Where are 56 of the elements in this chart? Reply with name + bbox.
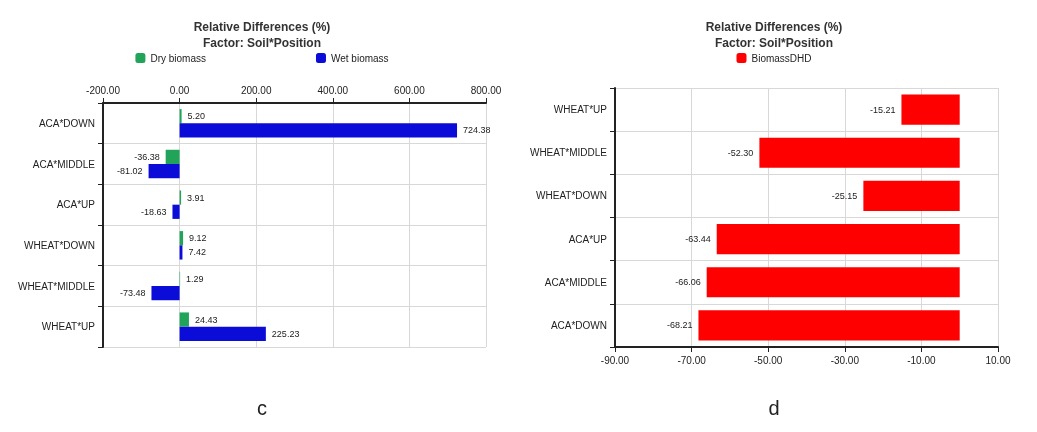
- data-label: 5.20: [187, 111, 206, 122]
- bar: [148, 164, 180, 179]
- x2-tick-label: 400.00: [317, 84, 349, 96]
- bar: [179, 326, 266, 341]
- bar: [179, 312, 189, 327]
- data-label: -73.48: [119, 288, 146, 299]
- chart-title: Relative Differences (%) Factor: Soil*Position: [705, 20, 843, 50]
- data-label: 9.12: [189, 233, 207, 244]
- data-label: -81.02: [117, 166, 143, 177]
- y-tick-label: WHEAT*UP: [41, 321, 96, 333]
- data-label: -63.44: [685, 234, 711, 245]
- data-label: 3.91: [187, 192, 205, 203]
- data-label: -52.30: [727, 147, 754, 158]
- data-label: -25.15: [831, 190, 858, 201]
- x-tick-label: -30.00: [830, 354, 860, 366]
- x-tick-label: -90.00: [600, 354, 630, 366]
- bar: [172, 204, 180, 219]
- bar: [151, 286, 180, 301]
- data-label: -36.38: [134, 151, 160, 162]
- x2-tick-label: -200.00: [86, 84, 121, 96]
- y-tick-label: ACA*DOWN: [550, 319, 607, 331]
- text: c: [257, 397, 267, 419]
- data-label: -15.21: [869, 104, 896, 115]
- y-tick-label: WHEAT*MIDDLE: [529, 147, 608, 159]
- legend-label: BiomassDHD: [751, 52, 812, 64]
- legend-label: Dry biomass: [150, 52, 206, 64]
- y-tick-label: ACA*UP: [568, 233, 608, 245]
- bar: [179, 123, 458, 138]
- y-tick-label: WHEAT*UP: [553, 104, 608, 116]
- y-tick-label: ACA*DOWN: [38, 117, 95, 129]
- x2-tick-label: 800.00: [470, 84, 502, 96]
- data-label: 225.23: [271, 328, 300, 339]
- data-label: 7.42: [188, 247, 206, 258]
- data-label: 24.43: [194, 314, 218, 325]
- y-tick-label: WHEAT*DOWN: [536, 190, 607, 202]
- text: d: [768, 397, 780, 419]
- bar: [165, 149, 180, 164]
- y-tick-label: WHEAT*MIDDLE: [17, 280, 96, 292]
- y-tick-label: WHEAT*DOWN: [24, 239, 95, 251]
- x-tick-label: -10.00: [907, 354, 937, 366]
- data-label: 1.29: [186, 273, 204, 284]
- y-tick-label: ACA*MIDDLE: [544, 276, 608, 288]
- data-label: -18.63: [140, 206, 167, 217]
- x-tick-label: -50.00: [754, 354, 783, 366]
- data-label: -66.06: [675, 277, 701, 288]
- y-tick-label: ACA*UP: [56, 199, 96, 211]
- x2-tick-label: 200.00: [240, 84, 272, 96]
- y-tick-label: ACA*MIDDLE: [32, 158, 96, 170]
- x2-tick-label: 0.00: [169, 84, 190, 96]
- data-label: -68.21: [666, 320, 693, 331]
- x-tick-label: -70.00: [677, 354, 707, 366]
- legend-label: Wet biomass: [330, 52, 389, 64]
- data-label: 724.38: [463, 125, 491, 136]
- chart-title: Relative Differences (%) Factor: Soil*Position: [193, 20, 331, 50]
- x-tick-label: 10.00: [985, 354, 1011, 366]
- x2-tick-label: 600.00: [394, 84, 426, 96]
